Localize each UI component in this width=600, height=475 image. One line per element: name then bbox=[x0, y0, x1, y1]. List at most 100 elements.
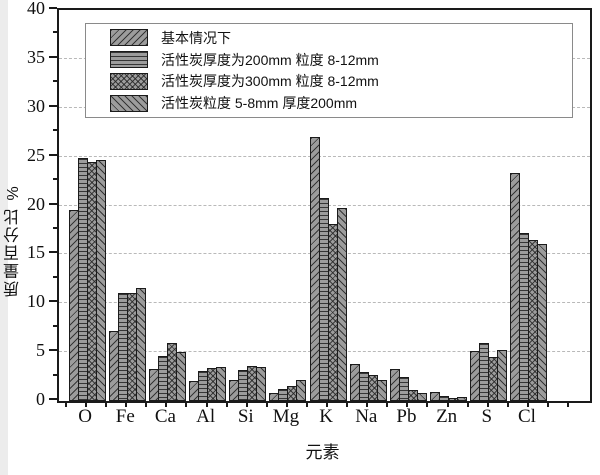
x-tick-label: S bbox=[481, 406, 493, 427]
bar-group-pb bbox=[388, 10, 428, 401]
x-tick-label: Cl bbox=[518, 406, 536, 427]
x-tick bbox=[85, 401, 88, 407]
x-tick-label: Mg bbox=[272, 406, 300, 427]
y-tick-label: 15 bbox=[27, 242, 45, 263]
x-tick-label: Ca bbox=[154, 406, 176, 427]
x-tick bbox=[546, 401, 549, 407]
legend-label: 基本情况下 bbox=[161, 29, 231, 46]
bar-group-si bbox=[228, 10, 268, 401]
y-tick-label: 5 bbox=[36, 340, 45, 361]
y-tick-label: 20 bbox=[27, 193, 45, 214]
x-tick-label: Fe bbox=[115, 406, 135, 427]
bar bbox=[497, 350, 508, 401]
legend-row: 基本情况下 bbox=[86, 28, 572, 48]
y-tick bbox=[49, 202, 57, 205]
y-tick bbox=[53, 129, 57, 132]
legend-row: 活性炭厚度为200mm 粒度 8-12mm bbox=[86, 50, 572, 70]
bar bbox=[175, 352, 186, 401]
y-axis: 0 5 10 15 20 25 30 35 40 bbox=[0, 0, 57, 409]
x-tick bbox=[305, 401, 308, 407]
x-tick-label: Al bbox=[196, 406, 216, 427]
x-tick bbox=[125, 401, 128, 407]
bar-group-k bbox=[308, 10, 348, 401]
y-tick bbox=[53, 226, 57, 229]
y-tick bbox=[49, 349, 57, 352]
x-tick bbox=[486, 401, 489, 407]
bar bbox=[256, 366, 267, 401]
y-tick bbox=[49, 251, 57, 254]
bar-group-ca bbox=[147, 10, 187, 401]
y-tick bbox=[49, 104, 57, 107]
bar-group-s bbox=[469, 10, 509, 401]
x-tick bbox=[225, 401, 228, 407]
bar bbox=[135, 287, 146, 401]
legend-label: 活性炭厚度为300mm 粒度 8-12mm bbox=[161, 73, 379, 90]
gridline bbox=[59, 155, 590, 157]
x-tick-label: Zn bbox=[436, 406, 458, 427]
x-tick-label: Pb bbox=[396, 406, 417, 427]
x-tick bbox=[265, 401, 268, 407]
legend-label: 活性炭厚度为200mm 粒度 8-12mm bbox=[161, 51, 379, 68]
diagonal-back-hatch-icon bbox=[110, 94, 148, 112]
x-tick-label: O bbox=[78, 406, 92, 427]
y-tick bbox=[53, 324, 57, 327]
bar bbox=[398, 376, 409, 401]
bar bbox=[296, 379, 307, 401]
x-tick-label: Na bbox=[355, 406, 378, 427]
x-tick bbox=[366, 401, 369, 407]
y-tick bbox=[53, 275, 57, 278]
y-tick bbox=[53, 178, 57, 181]
x-tick bbox=[346, 401, 349, 407]
x-tick bbox=[446, 401, 449, 407]
y-tick bbox=[49, 398, 57, 400]
x-tick bbox=[406, 401, 409, 407]
scan-edge-band bbox=[0, 0, 8, 475]
y-tick bbox=[49, 153, 57, 156]
x-tick bbox=[466, 401, 469, 407]
x-tick bbox=[145, 401, 148, 407]
legend-row: 活性炭粒度 5-8mm 厚度200mm bbox=[86, 93, 572, 113]
x-tick bbox=[567, 401, 569, 407]
crosshatch-icon bbox=[110, 72, 148, 90]
bar bbox=[537, 243, 548, 401]
x-tick bbox=[506, 401, 509, 407]
y-tick-label: 0 bbox=[36, 389, 45, 409]
diagonal-forward-hatch-icon bbox=[110, 29, 148, 47]
horizontal-lines-icon bbox=[110, 51, 148, 69]
x-tick bbox=[386, 401, 389, 407]
plot-area: 基本情况下 活性炭厚度为200mm 粒度 8-12mm 活性炭厚度为300mm … bbox=[57, 8, 592, 403]
y-tick-label: 25 bbox=[27, 144, 45, 165]
bar-group-na bbox=[348, 10, 388, 401]
y-tick bbox=[49, 7, 57, 9]
x-axis-ticks bbox=[57, 401, 588, 407]
bar bbox=[376, 379, 387, 401]
bar bbox=[416, 393, 427, 401]
x-tick-labels: O Fe Ca Al Si Mg K Na Pb Zn S Cl bbox=[65, 406, 547, 428]
bar bbox=[95, 159, 106, 401]
y-tick bbox=[53, 31, 57, 34]
bar-group-cl bbox=[509, 10, 549, 401]
bar-group-zn bbox=[429, 10, 469, 401]
legend-row: 活性炭厚度为300mm 粒度 8-12mm bbox=[86, 71, 572, 91]
x-tick bbox=[285, 401, 288, 407]
y-tick bbox=[53, 80, 57, 83]
y-tick-label: 10 bbox=[27, 291, 45, 312]
x-tick bbox=[105, 401, 108, 407]
x-tick bbox=[185, 401, 188, 407]
y-tick bbox=[53, 373, 57, 376]
y-tick bbox=[49, 55, 57, 58]
bar-group-mg bbox=[268, 10, 308, 401]
x-tick bbox=[426, 401, 429, 407]
bars-layer bbox=[67, 10, 549, 401]
bar bbox=[336, 208, 347, 401]
x-tick bbox=[245, 401, 248, 407]
x-tick-label: K bbox=[319, 406, 333, 427]
bar bbox=[457, 397, 468, 401]
x-tick bbox=[205, 401, 208, 407]
y-tick-label: 30 bbox=[27, 95, 45, 116]
bar bbox=[216, 366, 227, 401]
x-tick bbox=[165, 401, 168, 407]
bar-group-fe bbox=[107, 10, 147, 401]
x-tick bbox=[65, 401, 67, 407]
